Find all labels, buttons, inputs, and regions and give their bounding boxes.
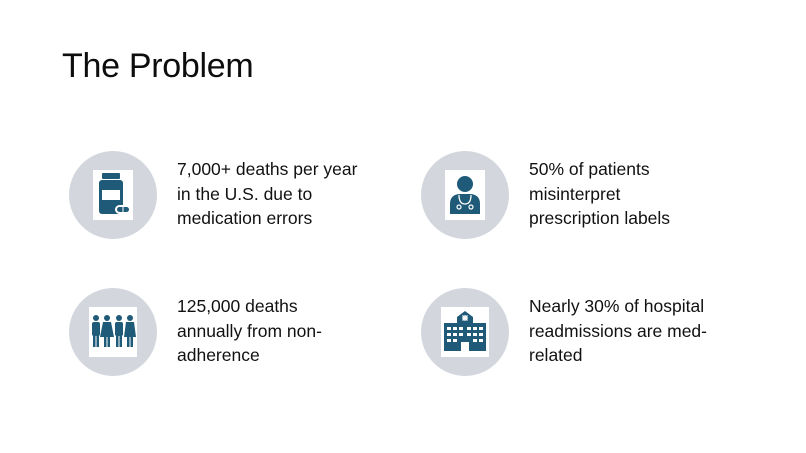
- stat-card-readmissions: Nearly 30% of hospital readmissions are …: [421, 288, 761, 384]
- icon-circle: [69, 288, 157, 376]
- icon-circle: [69, 151, 157, 239]
- people-group-icon: [92, 315, 136, 347]
- stat-text: 125,000 deaths annually from non- adhere…: [177, 294, 407, 368]
- slide-title: The Problem: [62, 47, 254, 85]
- stat-line: 50% of patients: [529, 159, 650, 179]
- icon-frame: [89, 307, 137, 357]
- stat-line: medication errors: [177, 208, 313, 228]
- stat-line: readmissions are med-: [529, 320, 707, 341]
- doctor-icon: [450, 176, 480, 214]
- icon-frame: [441, 307, 489, 357]
- stat-card-label-misinterpretation: 50% of patients misinterpret prescriptio…: [421, 151, 761, 247]
- stat-line: misinterpret: [529, 183, 621, 204]
- icon-circle: [421, 288, 509, 376]
- icon-circle: [421, 151, 509, 239]
- stat-line: Nearly 30% of hospital: [529, 296, 705, 316]
- medicine-bottle-icon: [99, 173, 131, 214]
- stat-line: prescription labels: [529, 208, 671, 228]
- stat-card-medication-errors: 7,000+ deaths per year in the U.S. due t…: [69, 151, 409, 247]
- stat-card-non-adherence: 125,000 deaths annually from non- adhere…: [69, 288, 409, 384]
- icon-frame: [93, 170, 133, 220]
- stat-line: 7,000+ deaths per year: [177, 159, 358, 179]
- icon-frame: [445, 170, 485, 220]
- hospital-icon: [444, 311, 486, 351]
- stat-line: related: [529, 345, 583, 365]
- stat-text: Nearly 30% of hospital readmissions are …: [529, 294, 759, 368]
- stat-text: 50% of patients misinterpret prescriptio…: [529, 157, 759, 231]
- stat-line: annually from non-: [177, 320, 322, 341]
- stat-line: in the U.S. due to: [177, 183, 313, 204]
- stat-text: 7,000+ deaths per year in the U.S. due t…: [177, 157, 407, 231]
- stat-line: adherence: [177, 345, 260, 365]
- stat-line: 125,000 deaths: [177, 296, 298, 316]
